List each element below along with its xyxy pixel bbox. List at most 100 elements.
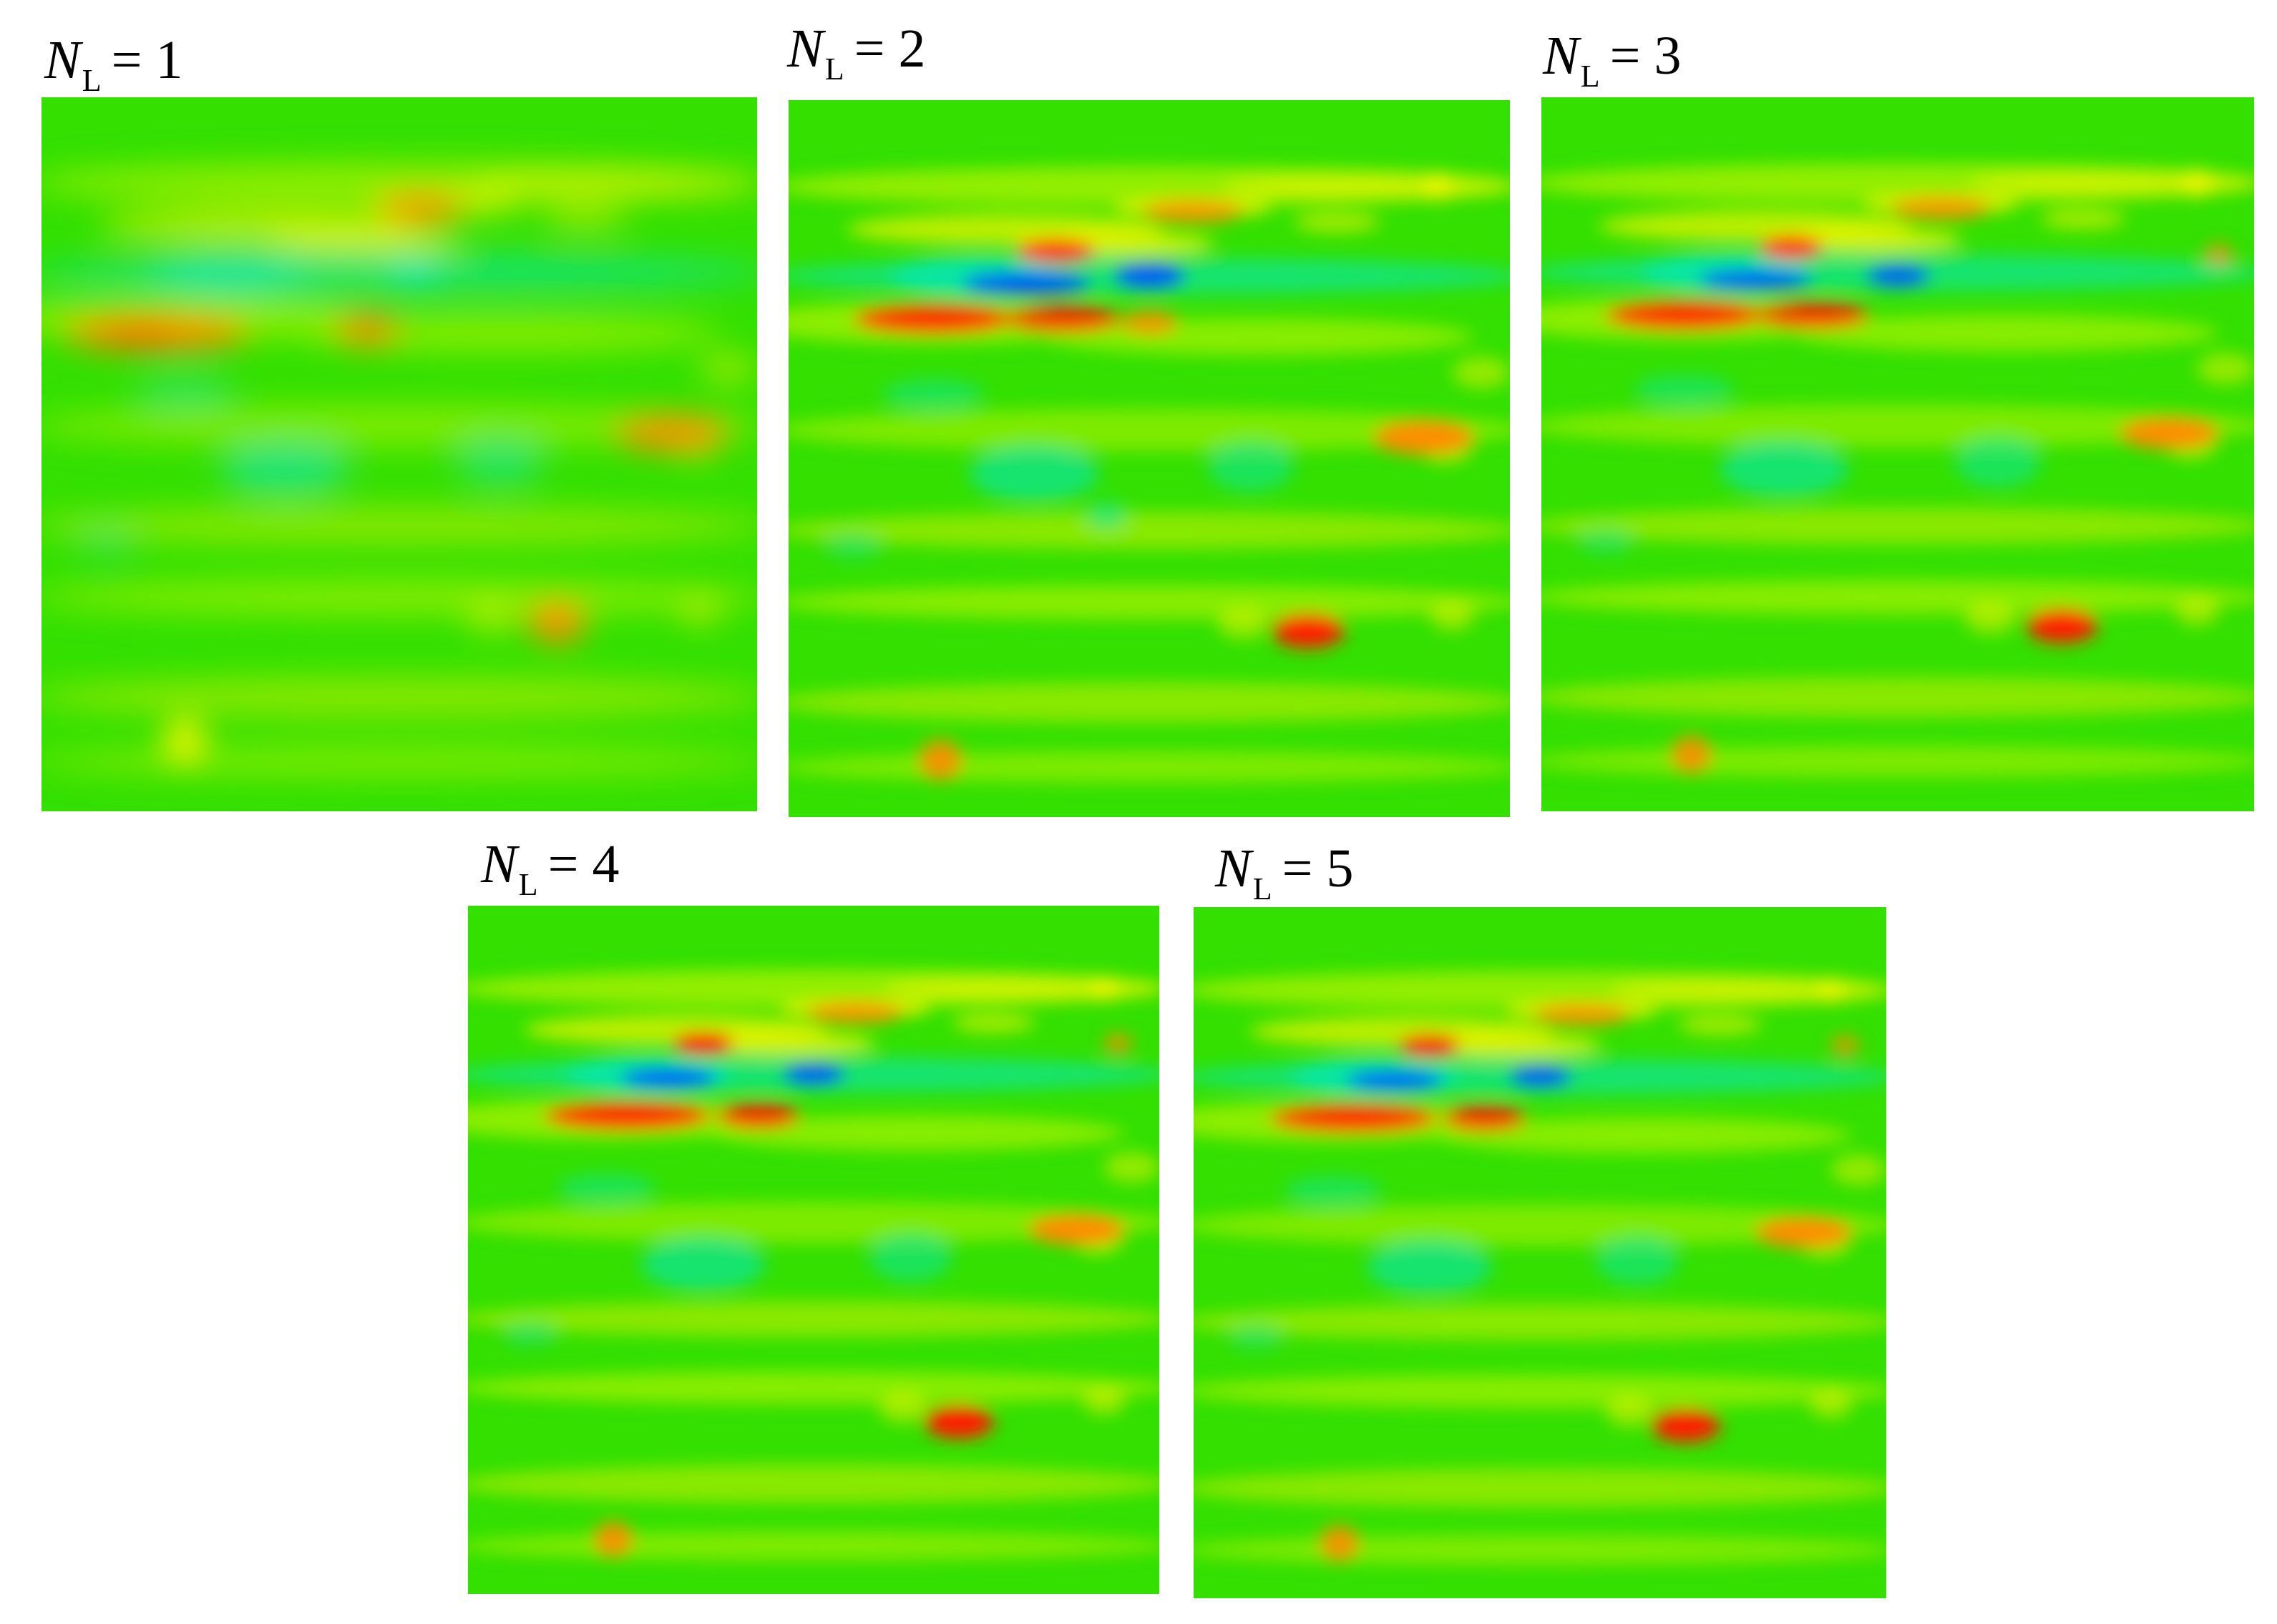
heatmap-blob bbox=[1103, 1152, 1159, 1183]
heatmap-blob bbox=[620, 1068, 717, 1087]
heatmap-blob bbox=[1671, 735, 1712, 773]
heatmap-blob bbox=[1028, 1213, 1125, 1245]
heatmap-blob bbox=[1194, 1303, 1886, 1340]
heatmap-blob bbox=[969, 444, 1099, 502]
layer-count: 4 bbox=[592, 834, 620, 894]
heatmap-panel-3 bbox=[1541, 97, 2254, 811]
heatmap-blob bbox=[1408, 1032, 1603, 1058]
heatmap-blob bbox=[1103, 1033, 1132, 1053]
heatmap-blob bbox=[292, 314, 721, 352]
equals-sign: = bbox=[1282, 838, 1313, 899]
heatmap-blob bbox=[77, 525, 135, 554]
heatmap-blob bbox=[1398, 1034, 1461, 1057]
heatmap-blob bbox=[1576, 525, 1634, 554]
heatmap-image bbox=[1194, 907, 1886, 1598]
heatmap-image bbox=[1541, 97, 2254, 811]
heatmap-blob bbox=[1283, 1175, 1381, 1206]
heatmap-blob bbox=[789, 750, 1510, 783]
heatmap-blob bbox=[2118, 417, 2219, 449]
heatmap-blob bbox=[2175, 597, 2219, 626]
heatmap-blob bbox=[853, 304, 1013, 333]
heatmap-blob bbox=[1830, 1154, 1886, 1185]
heatmap-blob bbox=[700, 353, 757, 385]
subscript: L bbox=[824, 52, 844, 87]
layer-count: 3 bbox=[1654, 26, 1682, 86]
heatmap-blob bbox=[1206, 439, 1294, 492]
heatmap-panel-5 bbox=[1194, 907, 1886, 1598]
heatmap-blob bbox=[1810, 1391, 1852, 1419]
heatmap-blob bbox=[1217, 607, 1269, 640]
heatmap-blob bbox=[557, 1173, 655, 1203]
heatmap-blob bbox=[1090, 976, 1118, 1001]
heatmap-blob bbox=[468, 1464, 1159, 1504]
heatmap-blob bbox=[1194, 1374, 1886, 1408]
heatmap-blob bbox=[1650, 1409, 1720, 1442]
heatmap-blob bbox=[95, 321, 174, 345]
heatmap-blob bbox=[335, 313, 399, 346]
heatmap-blob bbox=[2197, 353, 2254, 385]
heatmap-blob bbox=[42, 507, 757, 544]
heatmap-blob bbox=[924, 1405, 994, 1439]
heatmap-blob bbox=[1755, 1216, 1852, 1248]
heatmap-blob bbox=[789, 408, 1510, 451]
heatmap-blob bbox=[1605, 1396, 1654, 1427]
heatmap-image bbox=[468, 906, 1159, 1594]
heatmap-blob bbox=[1452, 356, 1510, 388]
heatmap-blob bbox=[1720, 440, 1848, 497]
heatmap-blob bbox=[2181, 168, 2213, 197]
heatmap-blob bbox=[882, 976, 1159, 1001]
heatmap-blob bbox=[142, 250, 313, 294]
heatmap-blob bbox=[1084, 502, 1128, 531]
heatmap-blob bbox=[1541, 404, 2254, 448]
heatmap-panel-4 bbox=[468, 906, 1159, 1594]
heatmap-blob bbox=[1423, 172, 1453, 201]
heatmap-blob bbox=[1345, 1070, 1443, 1090]
symbol: N bbox=[787, 19, 824, 79]
symbol: N bbox=[481, 834, 517, 894]
heatmap-blob bbox=[806, 1001, 904, 1024]
heatmap-blob bbox=[42, 745, 757, 778]
heatmap-blob bbox=[640, 1236, 766, 1291]
heatmap-blob bbox=[457, 436, 542, 487]
equals-sign: = bbox=[1609, 26, 1641, 86]
heatmap-blob bbox=[1430, 602, 1474, 631]
layer-count: 2 bbox=[898, 19, 926, 79]
heatmap-blob bbox=[1083, 1387, 1125, 1415]
heatmap-blob bbox=[1533, 1003, 1630, 1026]
equals-sign: = bbox=[111, 30, 142, 90]
equals-sign: = bbox=[547, 834, 579, 894]
heatmap-blob bbox=[42, 579, 757, 615]
heatmap-blob bbox=[542, 208, 628, 229]
heatmap-blob bbox=[593, 1521, 633, 1557]
heatmap-blob bbox=[1015, 239, 1096, 263]
heatmap-blob bbox=[1194, 1468, 1886, 1507]
symbol: N bbox=[1215, 838, 1252, 899]
heatmap-blob bbox=[1541, 677, 2254, 718]
heatmap-blob bbox=[1293, 212, 1380, 233]
panel-label-4: NL = 4 bbox=[481, 834, 620, 901]
panel-label-5: NL = 5 bbox=[1215, 838, 1353, 905]
heatmap-blob bbox=[716, 1103, 800, 1128]
subscript: L bbox=[1252, 871, 1272, 906]
heatmap-blob bbox=[1228, 1321, 1284, 1350]
heatmap-blob bbox=[882, 378, 984, 410]
heatmap-blob bbox=[468, 1301, 1159, 1337]
heatmap-blob bbox=[1634, 374, 1734, 406]
heatmap-blob bbox=[1435, 1117, 1852, 1153]
heatmap-panel-2 bbox=[789, 100, 1510, 817]
heatmap-blob bbox=[2204, 244, 2233, 265]
heatmap-blob bbox=[952, 1013, 1035, 1033]
heatmap-blob bbox=[135, 374, 235, 406]
heatmap-blob bbox=[961, 271, 1092, 295]
heatmap-blob bbox=[502, 1319, 558, 1346]
heatmap-blob bbox=[467, 602, 517, 635]
heatmap-blob bbox=[1269, 1104, 1436, 1132]
heatmap-blob bbox=[1605, 300, 1762, 330]
heatmap-blob bbox=[789, 682, 1510, 723]
heatmap-image bbox=[42, 97, 757, 811]
heatmap-image bbox=[789, 100, 1510, 817]
subscript: L bbox=[1580, 59, 1600, 94]
heatmap-blob bbox=[869, 1231, 952, 1282]
heatmap-blob bbox=[1891, 196, 1991, 220]
heatmap-blob bbox=[789, 512, 1510, 549]
